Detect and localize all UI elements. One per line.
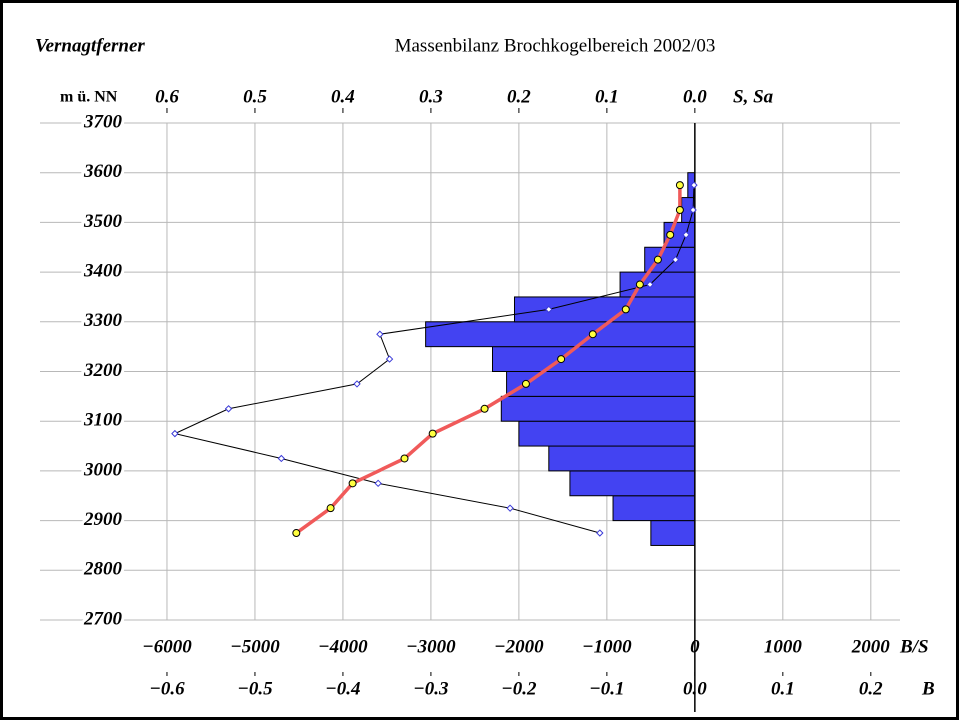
x-axis-label: B/S [899, 636, 929, 657]
bar [491, 346, 696, 372]
marker [224, 405, 233, 413]
x2-tick-label: 0.3 [419, 86, 443, 107]
bar [518, 420, 696, 447]
x3-tick-label: −0.6 [149, 678, 185, 699]
marker [666, 230, 675, 239]
y-tick-label: 3100 [83, 410, 123, 431]
marker [545, 305, 553, 314]
marker [557, 355, 566, 364]
bar [569, 470, 696, 497]
x2-tick-label: 0.6 [155, 86, 179, 107]
marker [428, 429, 437, 438]
marker [635, 280, 644, 289]
x-tick-label: −1000 [582, 636, 632, 657]
bar [500, 395, 696, 422]
x-tick-label: −5000 [230, 636, 280, 657]
x-tick-label: 2000 [851, 636, 891, 657]
y-axis-label: m ü. NN [60, 89, 118, 106]
bar [513, 296, 696, 323]
marker [675, 181, 684, 190]
marker [621, 305, 630, 314]
marker [385, 355, 394, 363]
marker [675, 205, 684, 214]
marker [596, 529, 604, 537]
chart-subtitle: Vernagtferner [35, 35, 145, 56]
marker [171, 429, 179, 438]
x2-axis-label: S, Sa [733, 86, 774, 107]
x3-tick-label: −0.5 [237, 678, 273, 699]
x3-tick-label: −0.3 [413, 678, 448, 699]
marker [277, 454, 286, 463]
x-tick-label: −3000 [406, 636, 456, 657]
y-tick-label: 2800 [83, 559, 123, 580]
x3-tick-label: 0.1 [771, 678, 795, 699]
x2-tick-label: 0.0 [683, 86, 707, 107]
x-tick-label: −2000 [494, 636, 544, 657]
x-tick-label: −4000 [318, 636, 368, 657]
marker [506, 504, 514, 512]
marker [353, 380, 361, 388]
marker [646, 280, 654, 289]
x2-tick-label: 0.2 [507, 86, 531, 107]
marker [292, 529, 301, 538]
bar [548, 445, 696, 472]
x-tick-label: −6000 [142, 636, 192, 657]
marker [690, 181, 698, 189]
x-tick-label: 1000 [764, 636, 803, 657]
y-tick-label: 3500 [83, 211, 123, 232]
marker [653, 255, 662, 264]
x3-tick-label: −0.2 [501, 678, 537, 699]
y-tick-label: 3400 [83, 260, 123, 281]
marker [682, 231, 690, 239]
x3-tick-label: 0.2 [859, 678, 883, 699]
marker [689, 206, 697, 214]
bar [619, 271, 696, 298]
y-tick-label: 2900 [83, 509, 123, 530]
marker [588, 330, 597, 339]
marker [326, 504, 335, 513]
y-tick-label: 3200 [83, 360, 123, 381]
y-tick-label: 3600 [83, 161, 123, 182]
x2-tick-label: 0.1 [595, 86, 619, 107]
y-tick-label: 3000 [83, 459, 123, 480]
marker [376, 330, 384, 338]
x3-axis-label: B [921, 678, 935, 699]
y-tick-label: 2700 [83, 608, 123, 629]
x2-tick-label: 0.4 [331, 86, 355, 107]
marker [374, 479, 382, 488]
marker [400, 454, 409, 463]
marker [521, 379, 530, 388]
chart-title: Massenbilanz Brochkogelbereich 2002/03 [395, 35, 716, 56]
bar [612, 495, 696, 522]
marker [348, 479, 357, 488]
x3-tick-label: −0.1 [589, 678, 624, 699]
y-tick-label: 3300 [83, 310, 123, 331]
x2-tick-label: 0.5 [243, 86, 267, 107]
marker [671, 255, 680, 264]
bar [506, 371, 696, 397]
x3-tick-label: −0.4 [325, 678, 360, 699]
y-tick-label: 3700 [83, 111, 123, 132]
bar [650, 520, 696, 546]
marker [480, 404, 489, 413]
bar [425, 321, 696, 348]
